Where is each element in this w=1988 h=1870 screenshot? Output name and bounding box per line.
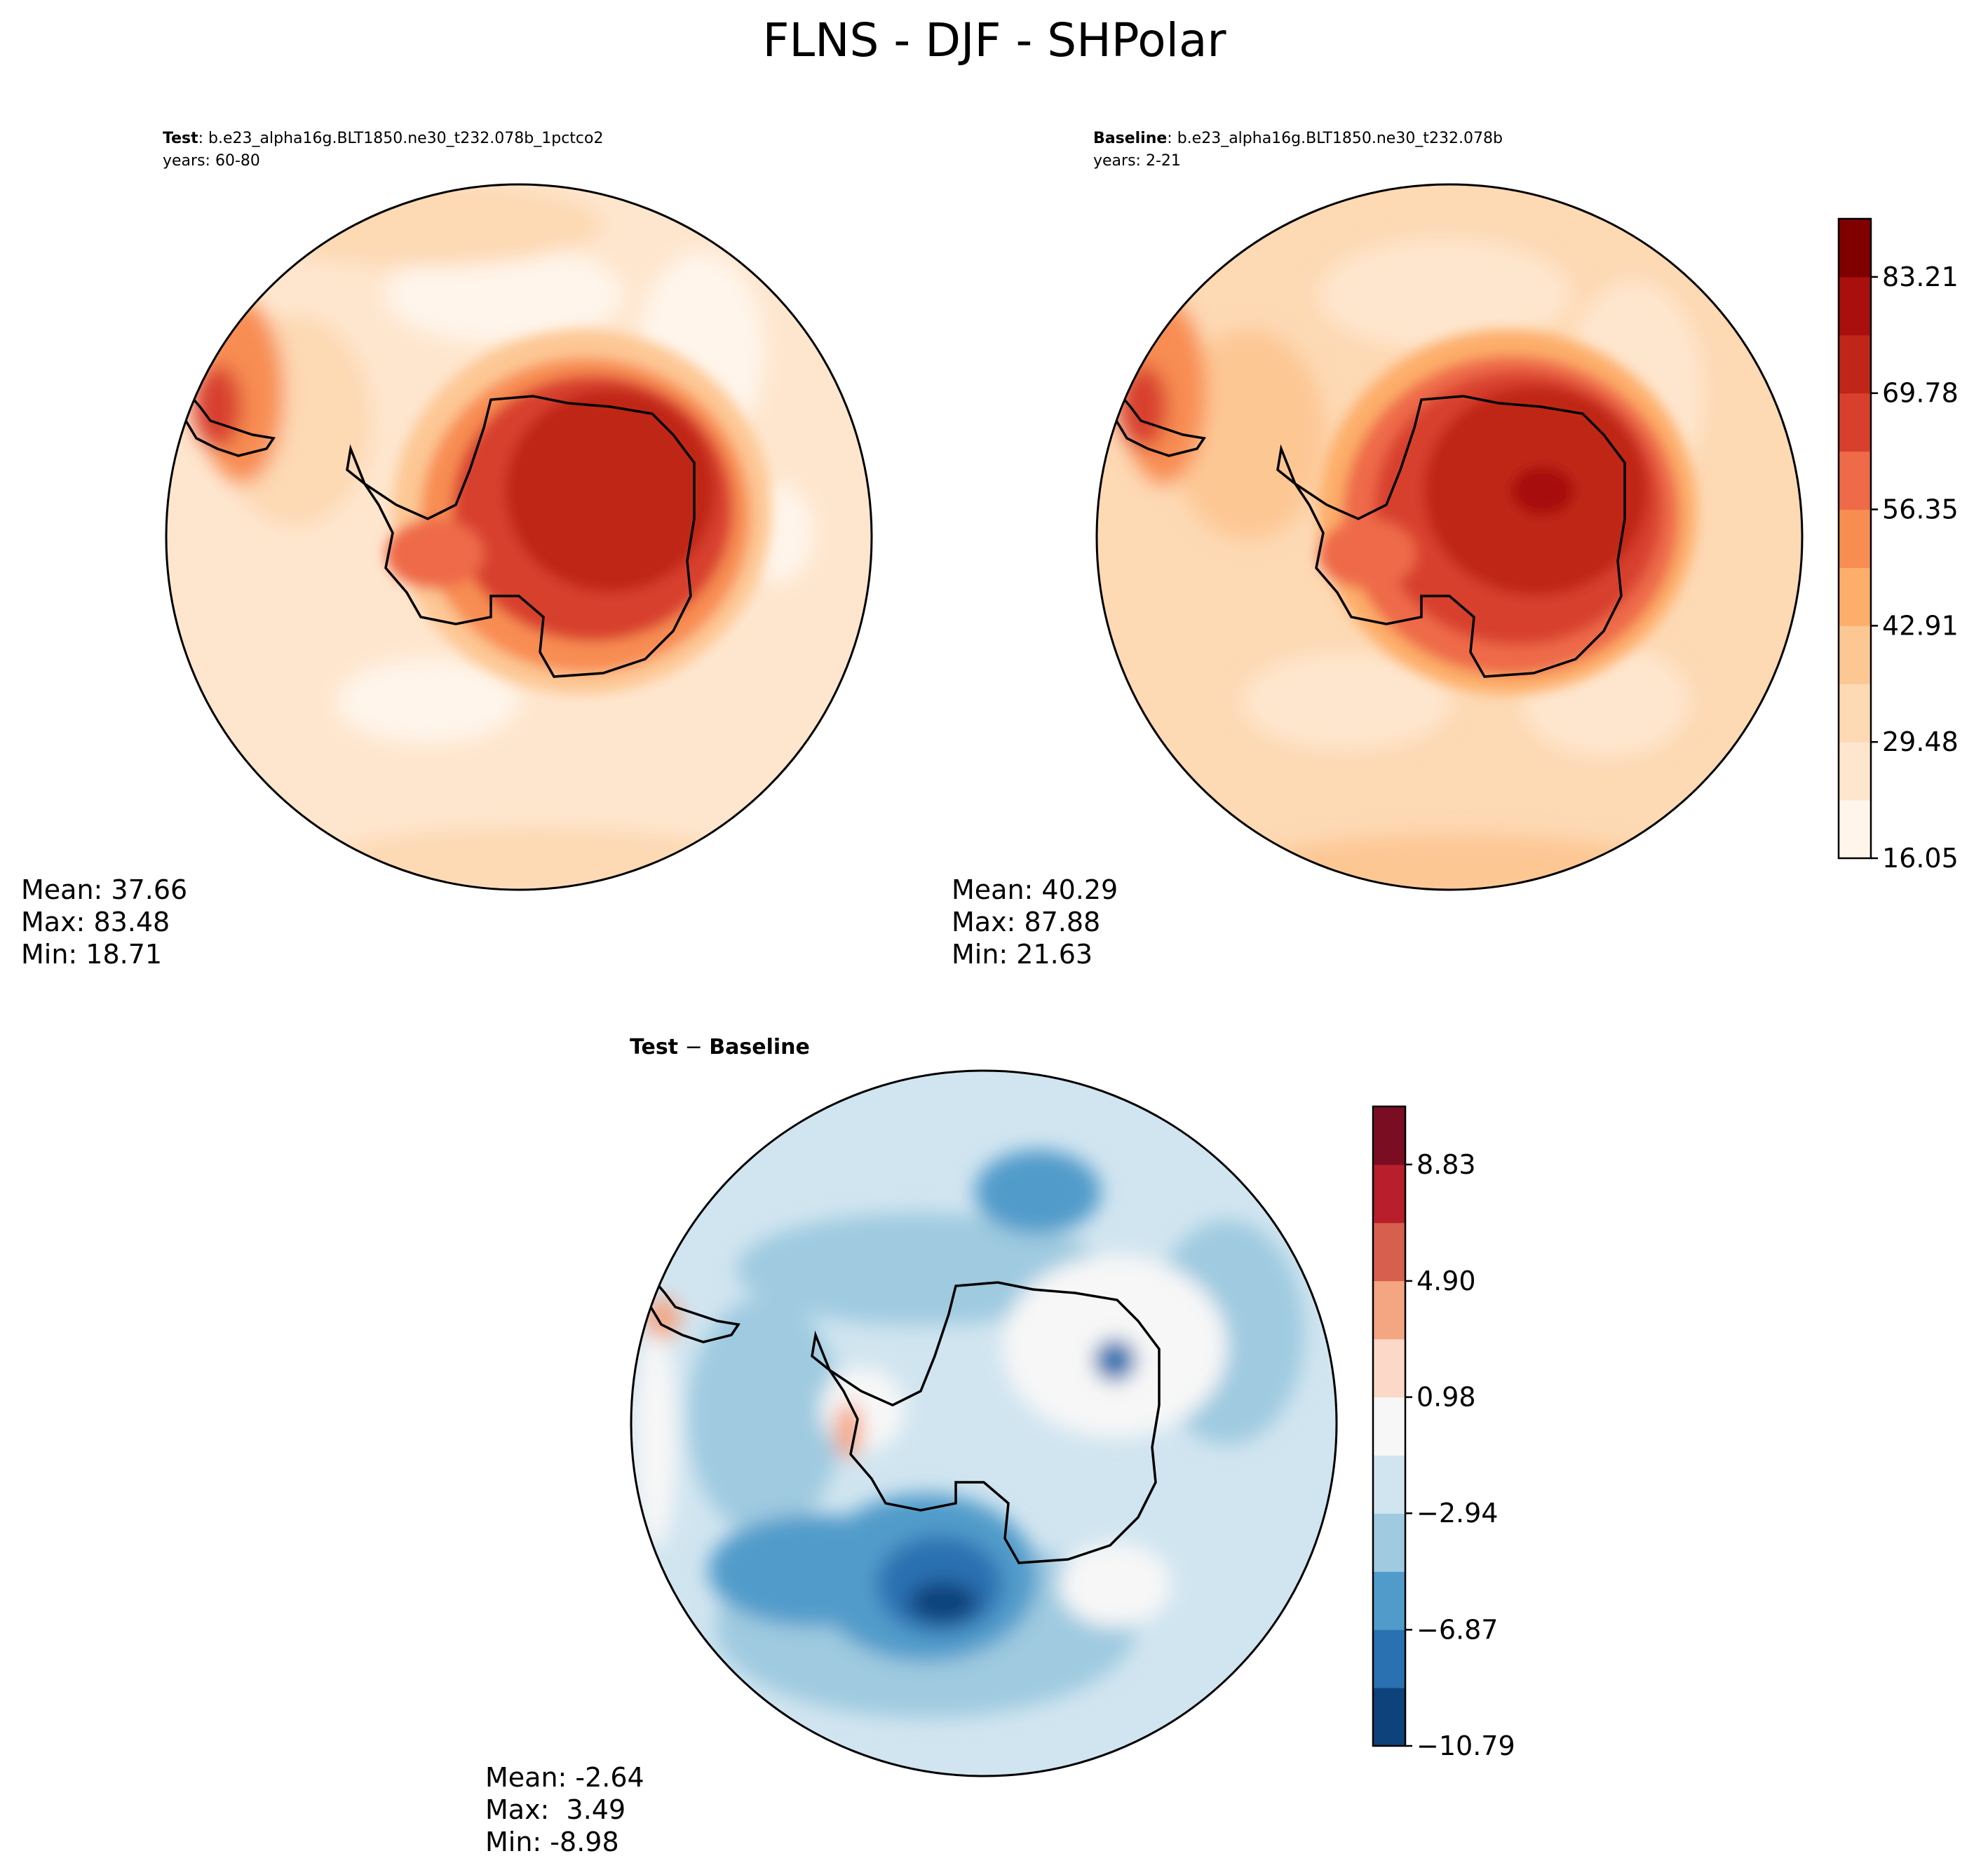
- panel-baseline-header-case: : b.e23_alpha16g.BLT1850.ne30_t232.078b: [1167, 130, 1503, 147]
- colorbar-div-segment: [1373, 1339, 1405, 1398]
- colorbar-div-segment: [1373, 1397, 1405, 1456]
- colorbar-sequential: 16.05 29.48 42.91 56.35 69.78 83.21: [1837, 217, 1959, 874]
- panel-baseline-header: Baseline: b.e23_alpha16g.BLT1850.ne30_t2…: [1093, 130, 1503, 147]
- antarctica-coast: [346, 395, 696, 678]
- colorbar-seq-segment: [1839, 625, 1871, 684]
- map-antarctica-field: [1318, 330, 1697, 694]
- panel-diff-min: Min: -8.98: [485, 1827, 619, 1857]
- map-antarctica-field: [386, 330, 771, 694]
- panel-diff-header-baseline: Baseline: [709, 1035, 810, 1059]
- colorbar-seq-tick-label: 56.35: [1882, 494, 1959, 525]
- panel-baseline-boundary: [1095, 183, 1804, 891]
- panel-baseline: Baseline: b.e23_alpha16g.BLT1850.ne30_t2…: [952, 130, 1959, 970]
- colorbar-seq-segment: [1839, 800, 1871, 859]
- colorbar-div-segment: [1373, 1630, 1405, 1688]
- colorbar-div-tick-label: −10.79: [1416, 1730, 1515, 1761]
- panel-difference: Test − Baseline: [485, 1035, 1515, 1857]
- colorbar-div-segment: [1373, 1280, 1405, 1340]
- colorbar-seq-frame: [1837, 217, 1872, 860]
- panel-baseline-mean: Mean: 40.29: [952, 874, 1118, 905]
- panel-diff-header: Test − Baseline: [630, 1035, 810, 1059]
- colorbar-seq-segment: [1839, 509, 1871, 568]
- panel-baseline-years: years: 2-21: [1093, 152, 1181, 170]
- colorbar-seq-segment: [1839, 451, 1871, 510]
- colorbar-seq-tick-label: 83.21: [1882, 262, 1959, 292]
- colorbar-div-segment: [1373, 1106, 1405, 1165]
- panel-test: Test: b.e23_alpha16g.BLT1850.ne30_t232.0…: [21, 130, 873, 970]
- panel-diff-map: [631, 1071, 1337, 1776]
- colorbar-div-tick-label: 8.83: [1416, 1149, 1476, 1180]
- colorbar-seq-tick-label: 42.91: [1882, 610, 1959, 641]
- south-america-coast: [1115, 389, 1206, 457]
- colorbar-seq-segment: [1839, 219, 1871, 278]
- map-diff-field: [635, 1150, 1304, 1718]
- colorbar-div-tick-label: −6.87: [1416, 1614, 1498, 1645]
- colorbar-seq-segment: [1839, 742, 1871, 801]
- colorbar-div-segment: [1373, 1571, 1405, 1630]
- panel-diff-mean: Mean: -2.64: [485, 1762, 644, 1793]
- antarctica-coast: [811, 1281, 1161, 1564]
- colorbar-seq-tick-label: 29.48: [1882, 726, 1959, 757]
- colorbar-seq-tick-label: 69.78: [1882, 378, 1959, 409]
- panel-baseline-min: Min: 21.63: [952, 939, 1093, 970]
- colorbar-div-tick-label: 4.90: [1416, 1266, 1476, 1296]
- colorbar-div-segment: [1373, 1455, 1405, 1514]
- colorbar-div-tick-label: 0.98: [1416, 1382, 1476, 1413]
- panel-test-boundary: [165, 183, 873, 891]
- panel-baseline-max: Max: 87.88: [952, 907, 1100, 937]
- panel-baseline-map: [1097, 184, 1802, 890]
- panel-diff-max: Max: 3.49: [485, 1794, 626, 1825]
- panel-test-header-label: Test: [163, 130, 198, 147]
- colorbar-div-segment: [1373, 1222, 1405, 1282]
- colorbar-seq-segment: [1839, 276, 1871, 336]
- panel-test-header: Test: b.e23_alpha16g.BLT1850.ne30_t232.0…: [163, 130, 603, 147]
- colorbar-div-segment: [1373, 1513, 1405, 1572]
- panel-test-min: Min: 18.71: [21, 939, 162, 970]
- colorbar-seq-segment: [1839, 567, 1871, 626]
- panel-test-mean: Mean: 37.66: [21, 874, 187, 905]
- panel-diff-boundary: [630, 1069, 1338, 1777]
- colorbar-seq-tick-label: 16.05: [1882, 843, 1959, 874]
- colorbar-seq-segment: [1839, 393, 1871, 452]
- colorbar-div-segment: [1373, 1688, 1405, 1747]
- south-america-coast: [184, 389, 276, 457]
- colorbar-div-tick-label: −2.94: [1416, 1498, 1498, 1529]
- panel-diff-header-test: Test: [630, 1035, 678, 1059]
- panel-test-header-case: : b.e23_alpha16g.BLT1850.ne30_t232.078b_…: [198, 130, 604, 147]
- panel-test-max: Max: 83.48: [21, 907, 170, 937]
- colorbar-seq-segment: [1839, 334, 1871, 394]
- colorbar-diverging: −10.79 −6.87 −2.94 0.98 4.90 8.83: [1372, 1105, 1515, 1761]
- figure-title: FLNS - DJF - SHPolar: [762, 13, 1226, 67]
- south-america-coast: [649, 1275, 741, 1343]
- panel-test-years: years: 60-80: [163, 152, 260, 170]
- colorbar-seq-segment: [1839, 684, 1871, 743]
- panel-diff-header-minus: −: [678, 1035, 709, 1059]
- colorbar-div-segment: [1373, 1164, 1405, 1224]
- panel-baseline-header-label: Baseline: [1093, 130, 1167, 147]
- colorbar-div-frame: [1372, 1105, 1407, 1747]
- panel-test-map: [166, 184, 872, 890]
- antarctica-coast: [1276, 395, 1626, 678]
